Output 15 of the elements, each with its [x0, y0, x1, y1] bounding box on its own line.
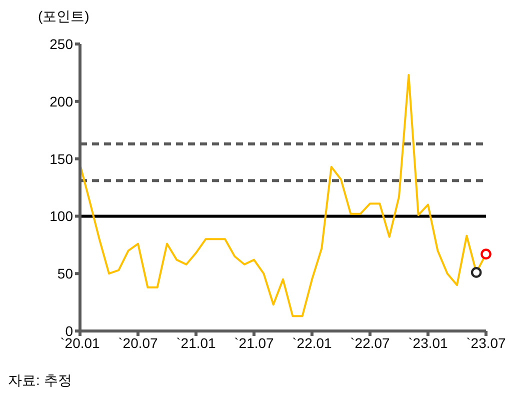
x-tick-label: `23.01 — [408, 334, 448, 351]
y-tick-label: 50 — [57, 266, 74, 282]
y-tick-label: 100 — [50, 208, 74, 224]
x-tick-label: `22.01 — [292, 334, 332, 351]
y-tick-label: 250 — [50, 36, 74, 52]
y-tick-label: 0 — [65, 322, 74, 339]
x-tick-label: `23.07 — [466, 334, 506, 351]
y-tick-label: 150 — [50, 150, 74, 167]
text: 자료: 추정 — [8, 372, 72, 390]
y-axis-title: (포인트) — [38, 8, 90, 26]
x-tick-label: `20.07 — [118, 334, 158, 351]
x-tick-label: `21.07 — [234, 334, 274, 351]
x-tick-label: `22.07 — [350, 334, 390, 351]
x-tick-label: `21.01 — [176, 334, 216, 351]
y-tick-label: 200 — [50, 93, 74, 110]
